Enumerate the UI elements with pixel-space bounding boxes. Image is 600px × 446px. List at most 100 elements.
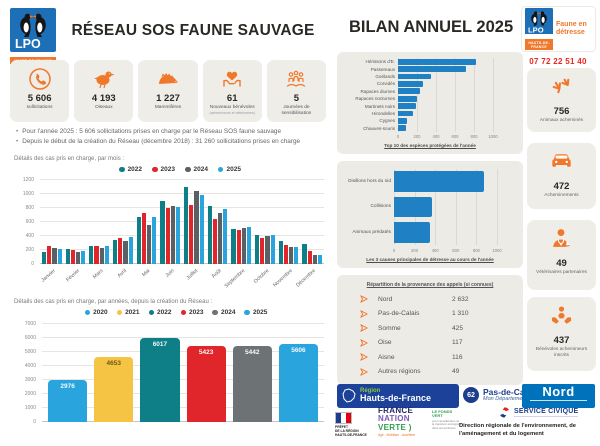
bar-value-label: 5606 bbox=[291, 346, 306, 354]
stat-value: 4 193 bbox=[91, 93, 116, 104]
bar-juillet-2024 bbox=[194, 191, 199, 264]
x-tick: Avril bbox=[111, 266, 135, 294]
bar-février-2025 bbox=[81, 251, 86, 264]
legend-label: 2022 bbox=[157, 309, 172, 316]
bar-rapaces-nocturnes bbox=[398, 95, 417, 102]
bird-arrow-icon bbox=[360, 295, 368, 303]
bar-group-mars bbox=[87, 180, 111, 264]
bar-track bbox=[398, 102, 493, 110]
bar-janvier-2023 bbox=[47, 246, 52, 264]
bar-martinets-noirs bbox=[398, 103, 416, 110]
bar-chauves-souris bbox=[398, 125, 407, 132]
legend-item: 2021 bbox=[116, 309, 140, 316]
y-tick-label: 3000 bbox=[24, 377, 36, 383]
call-origin-label: Somme bbox=[378, 324, 401, 332]
causes-chart-card: Oisillons hors du nid Collisions Animaux p… bbox=[337, 161, 523, 268]
bird-icon bbox=[92, 65, 116, 92]
legend-dot bbox=[152, 166, 158, 173]
yearly-chart-label: Détails des cas pris en charge, par anné… bbox=[14, 299, 213, 305]
bar-track bbox=[398, 110, 493, 117]
x-tick: Novembre bbox=[272, 266, 301, 294]
call-origin-label: Aisne bbox=[378, 353, 395, 361]
bar-label: Rapaces nocturnes bbox=[355, 96, 395, 102]
bar-track bbox=[394, 169, 497, 194]
call-origin-value: 425 bbox=[452, 324, 464, 332]
call-origin-row: Somme 425 bbox=[359, 323, 515, 333]
legend-label: 2025 bbox=[226, 166, 241, 173]
prefet-line: HAUTS-DE-FRANCE bbox=[335, 433, 367, 438]
stat-value: 5 bbox=[293, 93, 300, 104]
monthly-bar-chart: 0 200 400 600 800 1000 1200 Janvier Février Mars… bbox=[10, 176, 326, 294]
bar-animaux-pr-dat-s bbox=[394, 221, 431, 243]
y-tick-label: 200 bbox=[25, 247, 34, 254]
bar-décembre-2022 bbox=[302, 243, 307, 264]
x-tick-label: Août bbox=[210, 268, 223, 280]
side-stat-animaux-achemines: 756 Animaux acheminés bbox=[527, 68, 596, 132]
bar-row: Goélands bbox=[343, 73, 493, 80]
bullet-item: • Pour l'année 2025 : 5 606 sollicitation… bbox=[16, 127, 324, 137]
region-map-icon bbox=[342, 388, 356, 403]
call-origin-row: Nord 2 632 bbox=[359, 294, 515, 304]
y-axis-labels: 0 1000 2000 3000 4000 5000 6000 7000 bbox=[10, 321, 38, 425]
side-stat-label: Bénévoles achemineurs inscrits bbox=[535, 347, 588, 358]
bar-novembre-2025 bbox=[294, 246, 299, 264]
bar-2022: 6017 bbox=[140, 337, 180, 422]
bar-février-2022 bbox=[65, 248, 70, 264]
bar-octobre-2025 bbox=[270, 235, 275, 264]
bar-octobre-2022 bbox=[255, 234, 260, 264]
top10-species-chart-card: Hérissons d'E. Passereaux Goélands Corvidés… bbox=[337, 52, 523, 154]
monthly-chart-label: Détails des cas pris en charge, par mois… bbox=[14, 156, 125, 162]
side-stat-label: Animaux acheminés bbox=[539, 118, 584, 123]
bar-row: Cygnes bbox=[343, 117, 493, 124]
x-tick: Février bbox=[64, 266, 88, 294]
lpo-tagline: Faune en détresse bbox=[556, 21, 587, 36]
bar-novembre-2024 bbox=[289, 246, 294, 264]
bar-group-décembre bbox=[300, 180, 324, 264]
legend-label: 2022 bbox=[127, 166, 143, 173]
side-stat-label: Vétérinaires partenaires bbox=[536, 270, 587, 275]
bar-mai-2025 bbox=[152, 217, 157, 264]
lpo-birds-icon: LPO bbox=[525, 7, 553, 35]
bar-corvid-s bbox=[398, 81, 423, 87]
bar-row: Corvidés bbox=[343, 80, 493, 87]
legend-item: 2020 bbox=[84, 309, 108, 316]
bar-label: Collisions bbox=[370, 204, 391, 210]
y-tick-label: 800 bbox=[25, 205, 34, 212]
y-tick-label: 0 bbox=[31, 261, 34, 267]
fonds-vert-title: LE FONDS VERT bbox=[432, 409, 453, 419]
bar-juillet-2025 bbox=[199, 195, 204, 264]
x-tick-label: 0 bbox=[392, 248, 396, 253]
gridline bbox=[455, 58, 456, 132]
legend-item: 2023 bbox=[152, 166, 175, 173]
bar-label: Corvidés bbox=[376, 81, 395, 87]
bar-août-2025 bbox=[223, 208, 228, 264]
bar-août-2022 bbox=[207, 205, 212, 264]
pdc-name: Pas-de-Calais bbox=[483, 386, 539, 397]
bar-janvier-2025 bbox=[57, 248, 62, 264]
fnv-tagline: Agir - Mobiliser - Accélérer bbox=[378, 433, 416, 438]
car-icon bbox=[549, 149, 574, 179]
monthly-chart-legend: 2022 2023 2024 2025 bbox=[40, 166, 320, 173]
bar-oisillons-hors-du-nid bbox=[394, 171, 484, 193]
x-tick-label: Janvier bbox=[40, 268, 58, 284]
x-tick-label: 200 bbox=[411, 248, 419, 253]
bar-juillet-2022 bbox=[183, 187, 189, 264]
gridline bbox=[40, 193, 324, 194]
y-tick-label: 1000 bbox=[24, 405, 36, 412]
side-stat-benevoles-achemineurs: 437 Bénévoles achemineurs inscrits bbox=[527, 297, 596, 371]
bar-2023: 5423 bbox=[186, 346, 226, 422]
bar-row: Hérissons d'E. bbox=[343, 58, 493, 65]
side-stat-value: 49 bbox=[556, 258, 567, 269]
chart-caption: Les 3 causes principales de détresse au … bbox=[366, 257, 494, 262]
legend-dot bbox=[244, 309, 250, 316]
service-civique-text: SERVICE CIVIQUE bbox=[514, 407, 579, 415]
lpo-logo: LPO HAUTS-DE-FRANCE bbox=[10, 8, 56, 64]
bar-group-février bbox=[64, 180, 88, 264]
bar-group-septembre bbox=[229, 180, 253, 264]
y-tick-label: 1200 bbox=[22, 177, 34, 183]
side-stat-veterinaires: 49 Vétérinaires partenaires bbox=[527, 220, 596, 290]
bar-juin-2024 bbox=[170, 206, 175, 264]
region-logo-small-text: Région bbox=[360, 387, 381, 394]
bar-mars-2024 bbox=[99, 247, 104, 264]
x-tick-label: 1000 bbox=[492, 248, 502, 253]
